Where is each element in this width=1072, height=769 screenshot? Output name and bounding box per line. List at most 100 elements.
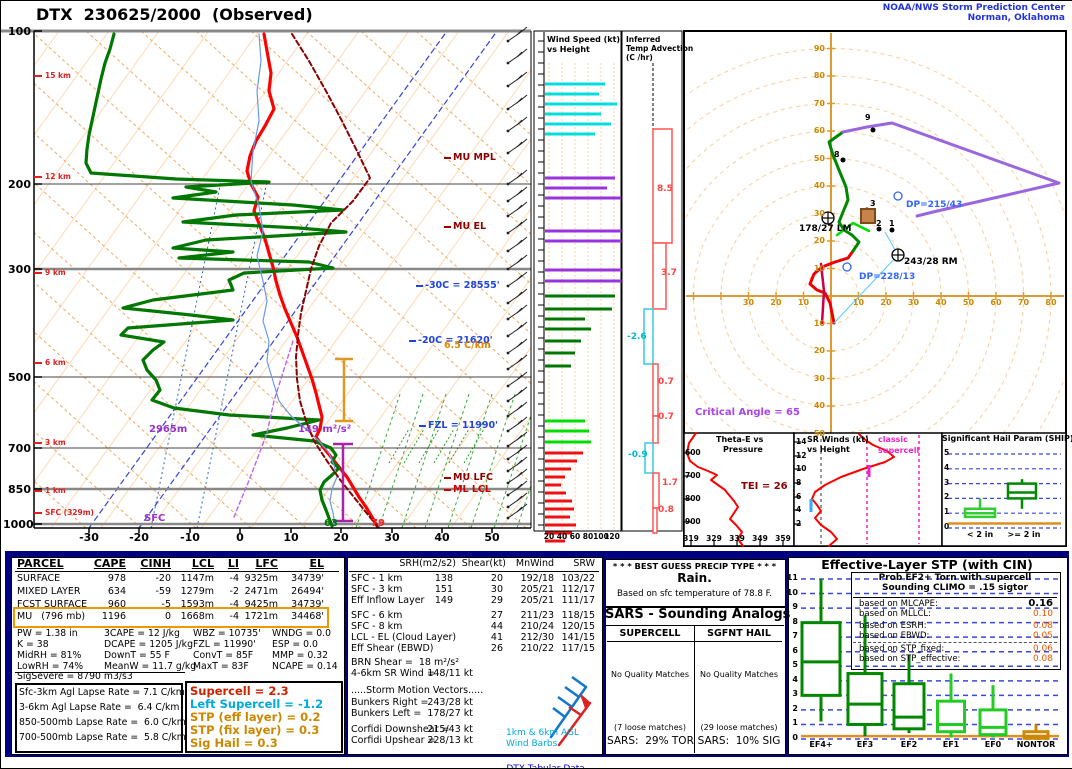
isotherm: [351, 31, 709, 528]
barb-feather: [521, 95, 527, 100]
barb-feather: [521, 139, 527, 144]
hodo-tick-label: 80: [1041, 299, 1061, 307]
barb-shaft: [508, 486, 521, 495]
wind-x-tick: 60: [565, 533, 585, 541]
barb-feather: [517, 205, 522, 210]
barb-station-dot: [507, 62, 510, 65]
sr-title1: SR Winds (kt): [807, 436, 869, 444]
adv-value: 3.7: [661, 269, 677, 278]
hodo-point-1: 1: [889, 220, 895, 228]
mean-wind-square: [861, 209, 875, 223]
dry-adiabat: [86, 31, 636, 528]
barb-feather: [517, 52, 522, 57]
thetae-xtick-label: 359: [773, 535, 793, 543]
ship-cat2: >= 2 in: [1005, 531, 1043, 539]
hodo-tick-label: 70: [805, 100, 825, 108]
isotherm: [1, 31, 359, 528]
barb-station-dot: [507, 318, 510, 321]
iso-minus30-label: -30C = 28555': [425, 281, 500, 291]
wind-x-tick: 20: [539, 533, 559, 541]
hodo-tick-label: 30: [805, 375, 825, 383]
hodo-tick-label: 20: [805, 237, 825, 245]
barb-feather: [521, 170, 527, 175]
hodo-height-dot: [871, 128, 876, 133]
thetae-xtick-label: 339: [727, 535, 747, 543]
iso-minus20-label: -20C = 21620': [418, 336, 493, 346]
isotherm: [1, 31, 159, 528]
adv-panel-title3: (C /hr): [626, 54, 653, 62]
barb-feather: [521, 339, 527, 344]
dry-adiabat: [1, 31, 196, 528]
barb-feather: [521, 457, 527, 462]
thetae-ytick-label: 900: [685, 518, 701, 526]
isotherm: [451, 31, 809, 528]
mixing-ratio-line: [197, 181, 267, 528]
thetae-title2: Pressure: [723, 446, 763, 454]
adv-box-warm: [653, 129, 672, 243]
moist-adiabat: [517, 391, 562, 528]
barb-feather: [521, 372, 527, 377]
classic-label1: classic: [878, 436, 908, 444]
dry-adiabat: [361, 31, 911, 528]
adv-value: -2.6: [627, 333, 647, 342]
sars-column-divider: [694, 625, 695, 753]
barb-feather: [521, 481, 527, 486]
barb-shaft: [508, 360, 521, 369]
classic-label2: supercell: [878, 447, 919, 455]
barb-shaft: [508, 310, 521, 319]
moist-adiabat: [425, 391, 470, 528]
dry-adiabat: [416, 31, 966, 528]
agency-line2: Norman, Oklahoma: [813, 14, 1065, 23]
barb-shaft: [508, 122, 521, 131]
pressure-tick-label: 1000: [3, 519, 31, 531]
barb-shaft: [508, 450, 521, 459]
barb-feather: [521, 72, 527, 77]
temp-tick-label: -30: [75, 532, 103, 544]
sr-ytick-label: 12: [796, 452, 806, 460]
barb-station-dot: [507, 268, 510, 271]
sr-ytick-label: 8: [796, 479, 801, 487]
barb-shaft: [508, 344, 521, 353]
isotherm: [101, 31, 459, 528]
wind-x-tick: 120: [602, 533, 622, 541]
bunkers-left-marker-label: 178/27 LM: [799, 225, 851, 234]
isotherm: [1, 31, 109, 528]
adv-value: -0.9: [628, 451, 648, 460]
hodo-tick-label: 40: [805, 402, 825, 410]
barb-station-dot: [507, 430, 510, 433]
barb-station-dot: [507, 470, 510, 473]
moist-adiabat: [448, 391, 493, 528]
adv-box-cold: [645, 443, 653, 473]
barb-station-dot: [507, 385, 510, 388]
height-tick-label: 9 km: [45, 269, 66, 277]
hodo-trace-3-9km: [829, 132, 859, 251]
dry-adiabat: [1, 31, 526, 528]
bunkers-right-marker-label: 243/28 RM: [904, 258, 958, 267]
adv-panel-title1: Inferred: [626, 36, 660, 44]
isotherm: [1, 31, 259, 528]
sr-ytick-label: 2: [796, 520, 801, 528]
hodo-tick-label: 50: [805, 155, 825, 163]
lapse-rate-annotation: 6.5 C/km: [444, 341, 491, 351]
barb-feather: [521, 255, 527, 260]
iso-minus30-line: [89, 31, 447, 528]
hodo-tick-label: 10: [805, 320, 825, 328]
barb-station-dot: [507, 335, 510, 338]
isotherm: [501, 31, 859, 528]
sr-curve: [812, 434, 894, 546]
storm-motion-marker: [892, 249, 904, 261]
barb-shaft: [508, 260, 521, 269]
barb-feather: [517, 507, 522, 512]
ml-lcl-label: ML LCL: [453, 485, 491, 495]
barb-shaft: [508, 407, 521, 416]
dp-marker: [894, 192, 902, 200]
isotherm: [401, 31, 759, 528]
dry-adiabat: [1, 31, 251, 528]
fzl-label: FZL = 11990': [428, 421, 498, 431]
barb-station-dot: [507, 108, 510, 111]
surface-temp-value: 79: [371, 519, 385, 530]
height-tick-label: 6 km: [45, 359, 66, 367]
barb-station-dot: [507, 183, 510, 186]
isotherm: [151, 31, 509, 528]
barb-feather: [517, 405, 522, 410]
